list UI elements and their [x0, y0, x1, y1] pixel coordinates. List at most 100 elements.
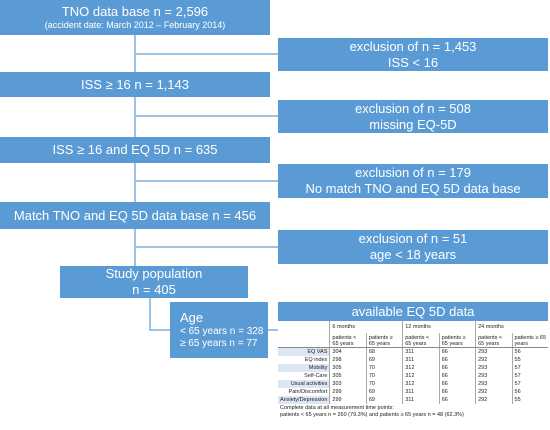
cell-value: 56: [511, 347, 548, 356]
row-label: Anxiety/Depression: [278, 396, 330, 404]
corner-cell: [278, 333, 330, 348]
row-label: EQ index: [304, 357, 328, 363]
cell-value: 66: [438, 388, 476, 396]
box-text: ISS ≥ 16 and EQ 5D n = 635: [52, 142, 218, 158]
row-label: EQ VAS: [278, 347, 330, 356]
footer-row: patients < 65 years n = 260 (79.3%) and …: [278, 411, 548, 418]
age-connector: [149, 298, 170, 331]
period-header: 6 months: [329, 321, 403, 333]
cell-value: 69: [365, 356, 403, 364]
flow-box: TNO data base n = 2,596 (accident date: …: [0, 0, 270, 35]
exclusion-box: exclusion of n = 1,453 ISS < 16: [278, 38, 548, 71]
cell-value: 66: [438, 347, 476, 356]
table-row: Pain/Discomfort 299 69 311 66 292 56: [278, 388, 548, 396]
flow-box: ISS ≥ 16 and EQ 5D n = 635: [0, 137, 270, 163]
cell-value: 70: [365, 364, 403, 372]
box-text: Match TNO and EQ 5D data base n = 456: [13, 207, 257, 223]
cell-value: 69: [365, 388, 403, 396]
cell-value: 66: [438, 364, 476, 372]
cell-value: 299: [329, 388, 367, 396]
corner-cell: [278, 321, 330, 333]
cell-value: 57: [511, 364, 548, 372]
cell-value: 311: [402, 388, 440, 396]
cell-value: 292: [475, 388, 513, 396]
box-text: ISS < 16: [387, 54, 439, 70]
box-text: ISS ≥ 16 n = 1,143: [81, 76, 189, 92]
row-label: Pain/Discomfort: [288, 389, 328, 395]
cell-value: 70: [365, 380, 403, 388]
box-text: ≥ 65 years n = 77: [180, 337, 258, 349]
cell-value: 68: [365, 347, 403, 356]
period-header: 12 months: [402, 321, 476, 333]
eq5d-title-box: available EQ 5D data: [278, 302, 548, 322]
cell-value: 303: [329, 380, 367, 388]
box-text: missing EQ-5D: [369, 116, 457, 132]
cell-value: 55: [511, 356, 548, 364]
box-text: TNO data base n = 2,596: [61, 4, 209, 20]
cell-value: 299: [329, 396, 367, 404]
cell-value: 312: [402, 380, 440, 388]
cell-value: 293: [475, 347, 513, 356]
footer-text: Complete data at all measurement time po…: [280, 404, 394, 411]
exclusion-box: exclusion of n = 179 No match TNO and EQ…: [278, 164, 548, 198]
cell-value: 57: [511, 380, 548, 388]
box-text: < 65 years n = 328: [180, 325, 264, 337]
cell-value: 66: [438, 380, 476, 388]
eq5d-table: 6 months 12 months 24 months patients < 65 …: [278, 321, 548, 418]
table-row: Anxiety/Depression 299 69 311 66 292 55: [278, 396, 548, 404]
box-text: (accident date: March 2012 – February 20…: [44, 19, 226, 30]
cell-value: 66: [438, 356, 476, 364]
cell-value: 69: [365, 396, 403, 404]
table-row: Self-Care 305 70 312 66 293 57: [278, 372, 548, 380]
cell-value: 311: [402, 396, 440, 404]
footer-text: patients < 65 years n = 260 (79.3%) and …: [280, 411, 464, 418]
box-text: exclusion of n = 51: [358, 231, 468, 247]
cell-value: 70: [365, 372, 403, 380]
study-population-box: Study population n = 405: [60, 266, 248, 298]
cell-value: 292: [475, 396, 513, 404]
box-title: Age: [180, 310, 204, 326]
table-row: Mobility 305 70 312 66 293 57: [278, 364, 548, 372]
box-text: Study population: [105, 266, 203, 282]
cell-value: 311: [402, 347, 440, 356]
subheader: patients ≥ 65 years: [511, 333, 548, 348]
cell-value: 292: [475, 356, 513, 364]
box-text: exclusion of n = 1,453: [349, 38, 477, 54]
row-label: Self-Care: [304, 373, 328, 379]
exclusion-box: exclusion of n = 51 age < 18 years: [278, 230, 548, 264]
cell-value: 66: [438, 396, 476, 404]
cell-value: 57: [511, 372, 548, 380]
period-row: 6 months 12 months 24 months: [278, 321, 548, 333]
cell-value: 293: [475, 380, 513, 388]
cell-value: 293: [475, 364, 513, 372]
cell-value: 293: [475, 372, 513, 380]
box-text: n = 405: [132, 282, 176, 297]
flow-box: Match TNO and EQ 5D data base n = 456: [0, 202, 270, 229]
box-text: age < 18 years: [369, 247, 457, 262]
box-text: exclusion of n = 179: [355, 165, 471, 181]
flow-box: ISS ≥ 16 n = 1,143: [0, 72, 270, 97]
subheader: patients ≥ 65 years: [365, 333, 403, 348]
cell-value: 56: [511, 388, 548, 396]
box-text: No match TNO and EQ 5D data base: [305, 181, 521, 196]
cell-value: 305: [329, 372, 367, 380]
cell-value: 298: [329, 356, 367, 364]
table-row: Usual activities 303 70 312 66 293 57: [278, 380, 548, 388]
subheader-row: patients < 65 years patients ≥ 65 years pa…: [278, 333, 548, 348]
subheader: patients ≥ 65 years: [438, 333, 476, 348]
cell-value: 312: [402, 364, 440, 372]
exclusion-box: exclusion of n = 508 missing EQ-5D: [278, 100, 548, 133]
cell-value: 305: [329, 364, 367, 372]
cell-value: 55: [511, 396, 548, 404]
table-row: EQ VAS 304 68 311 66 293 56: [278, 347, 548, 356]
row-label: Usual activities: [278, 380, 330, 388]
footer-row: Complete data at all measurement time po…: [278, 404, 548, 411]
row-label: Mobility: [278, 364, 330, 372]
cell-value: 304: [329, 347, 367, 356]
period-header: 24 months: [475, 321, 548, 333]
cell-value: 312: [402, 372, 440, 380]
cell-value: 66: [438, 372, 476, 380]
table-row: EQ index 298 69 311 66 292 55: [278, 356, 548, 364]
subheader: patients < 65 years: [402, 333, 440, 348]
